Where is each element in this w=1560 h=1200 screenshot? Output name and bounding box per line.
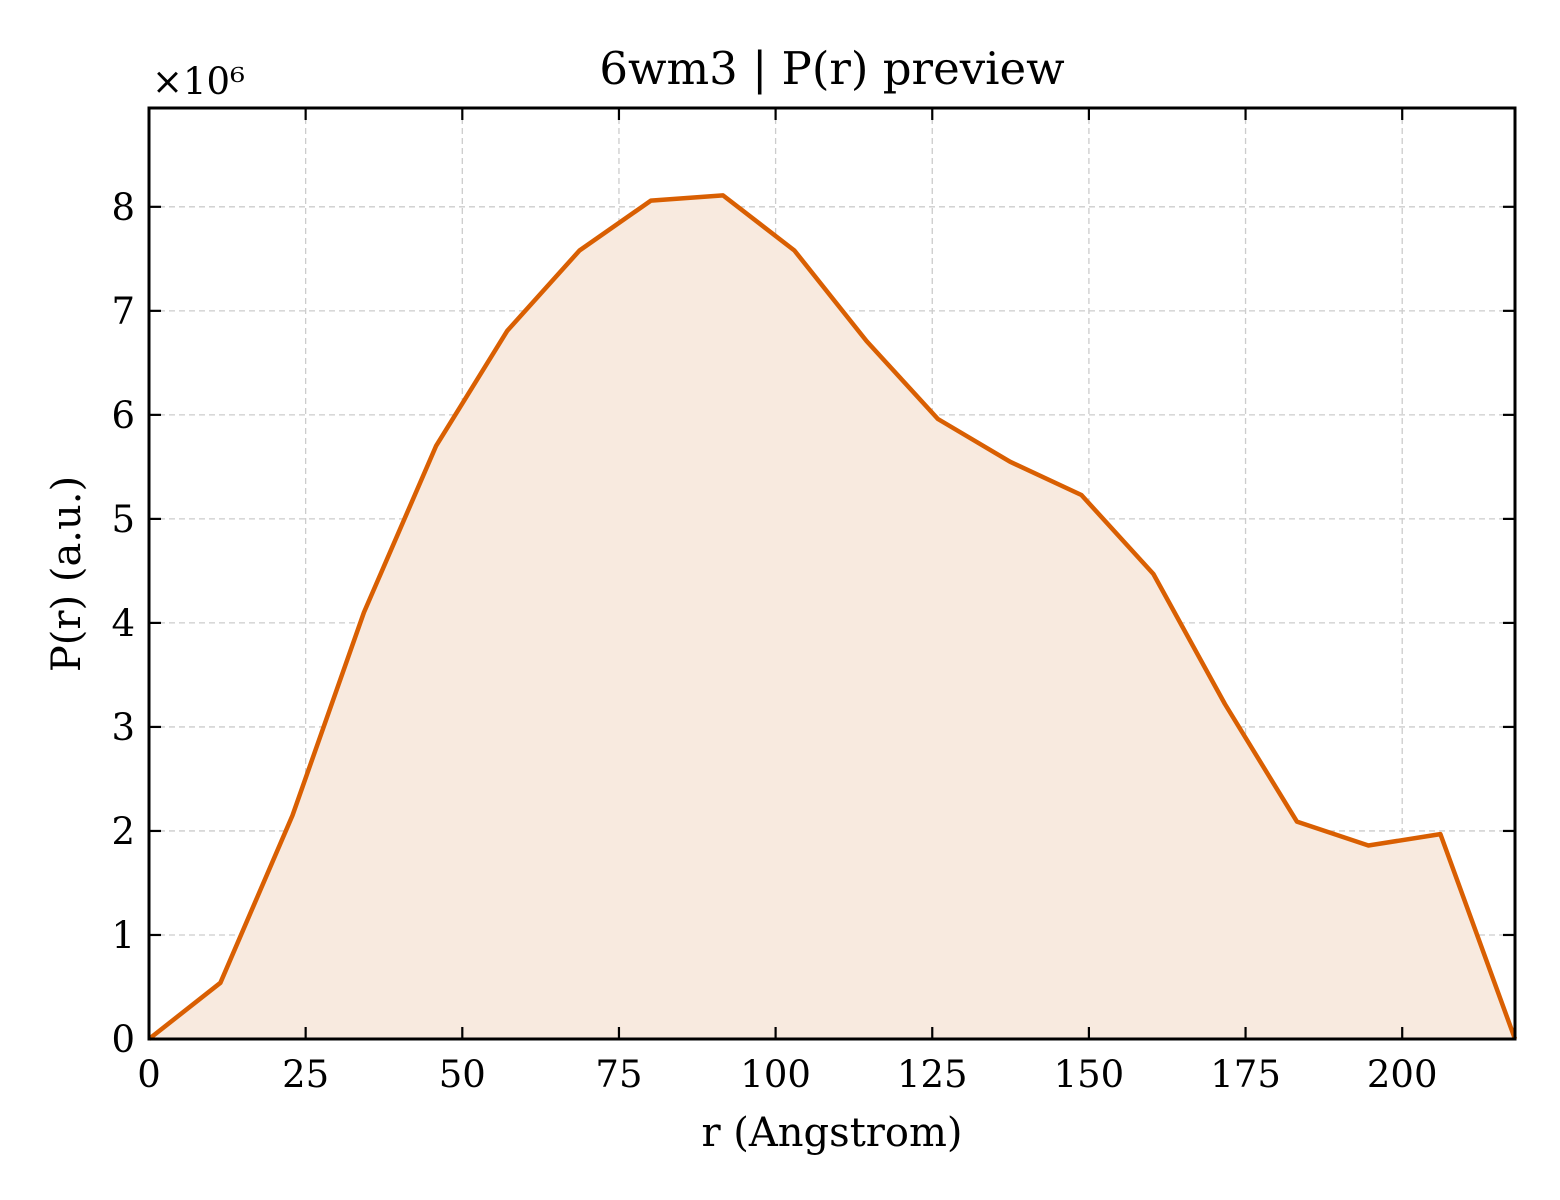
- x-axis-label: r (Angstrom): [701, 1110, 962, 1156]
- ticks: 0 25 50 75 100 125 150 175 200 0 1 2 3 4 5 6 7 8: [111, 108, 1515, 1096]
- x-tick-label: 25: [282, 1053, 329, 1096]
- x-tick-label: 75: [595, 1053, 642, 1096]
- y-tick-label: 3: [111, 706, 135, 749]
- y-axis-label: P(r) (a.u.): [44, 476, 90, 672]
- y-tick-label: 8: [111, 186, 135, 229]
- series-line: [147, 193, 1518, 1041]
- y-tick-label: 0: [111, 1018, 135, 1061]
- chart-title: 6wm3 | P(r) preview: [599, 42, 1064, 95]
- plot-frame: [147, 106, 1517, 1041]
- x-tick-label: 200: [1367, 1053, 1438, 1096]
- y-tick-label: 1: [111, 914, 135, 957]
- y-tick-label: 5: [111, 498, 135, 541]
- x-tick-label: 175: [1210, 1053, 1281, 1096]
- y-tick-label: 6: [111, 394, 135, 437]
- y-multiplier-label: ×10⁶: [152, 60, 245, 103]
- y-tick-label: 7: [111, 290, 135, 333]
- x-tick-label: 50: [439, 1053, 486, 1096]
- x-tick-label: 125: [897, 1053, 968, 1096]
- area-fill: [149, 195, 1515, 1039]
- y-tick-label: 2: [111, 810, 135, 853]
- y-tick-label: 4: [111, 602, 135, 645]
- x-tick-label: 100: [740, 1053, 811, 1096]
- x-tick-label: 0: [137, 1053, 161, 1096]
- x-tick-label: 150: [1054, 1053, 1125, 1096]
